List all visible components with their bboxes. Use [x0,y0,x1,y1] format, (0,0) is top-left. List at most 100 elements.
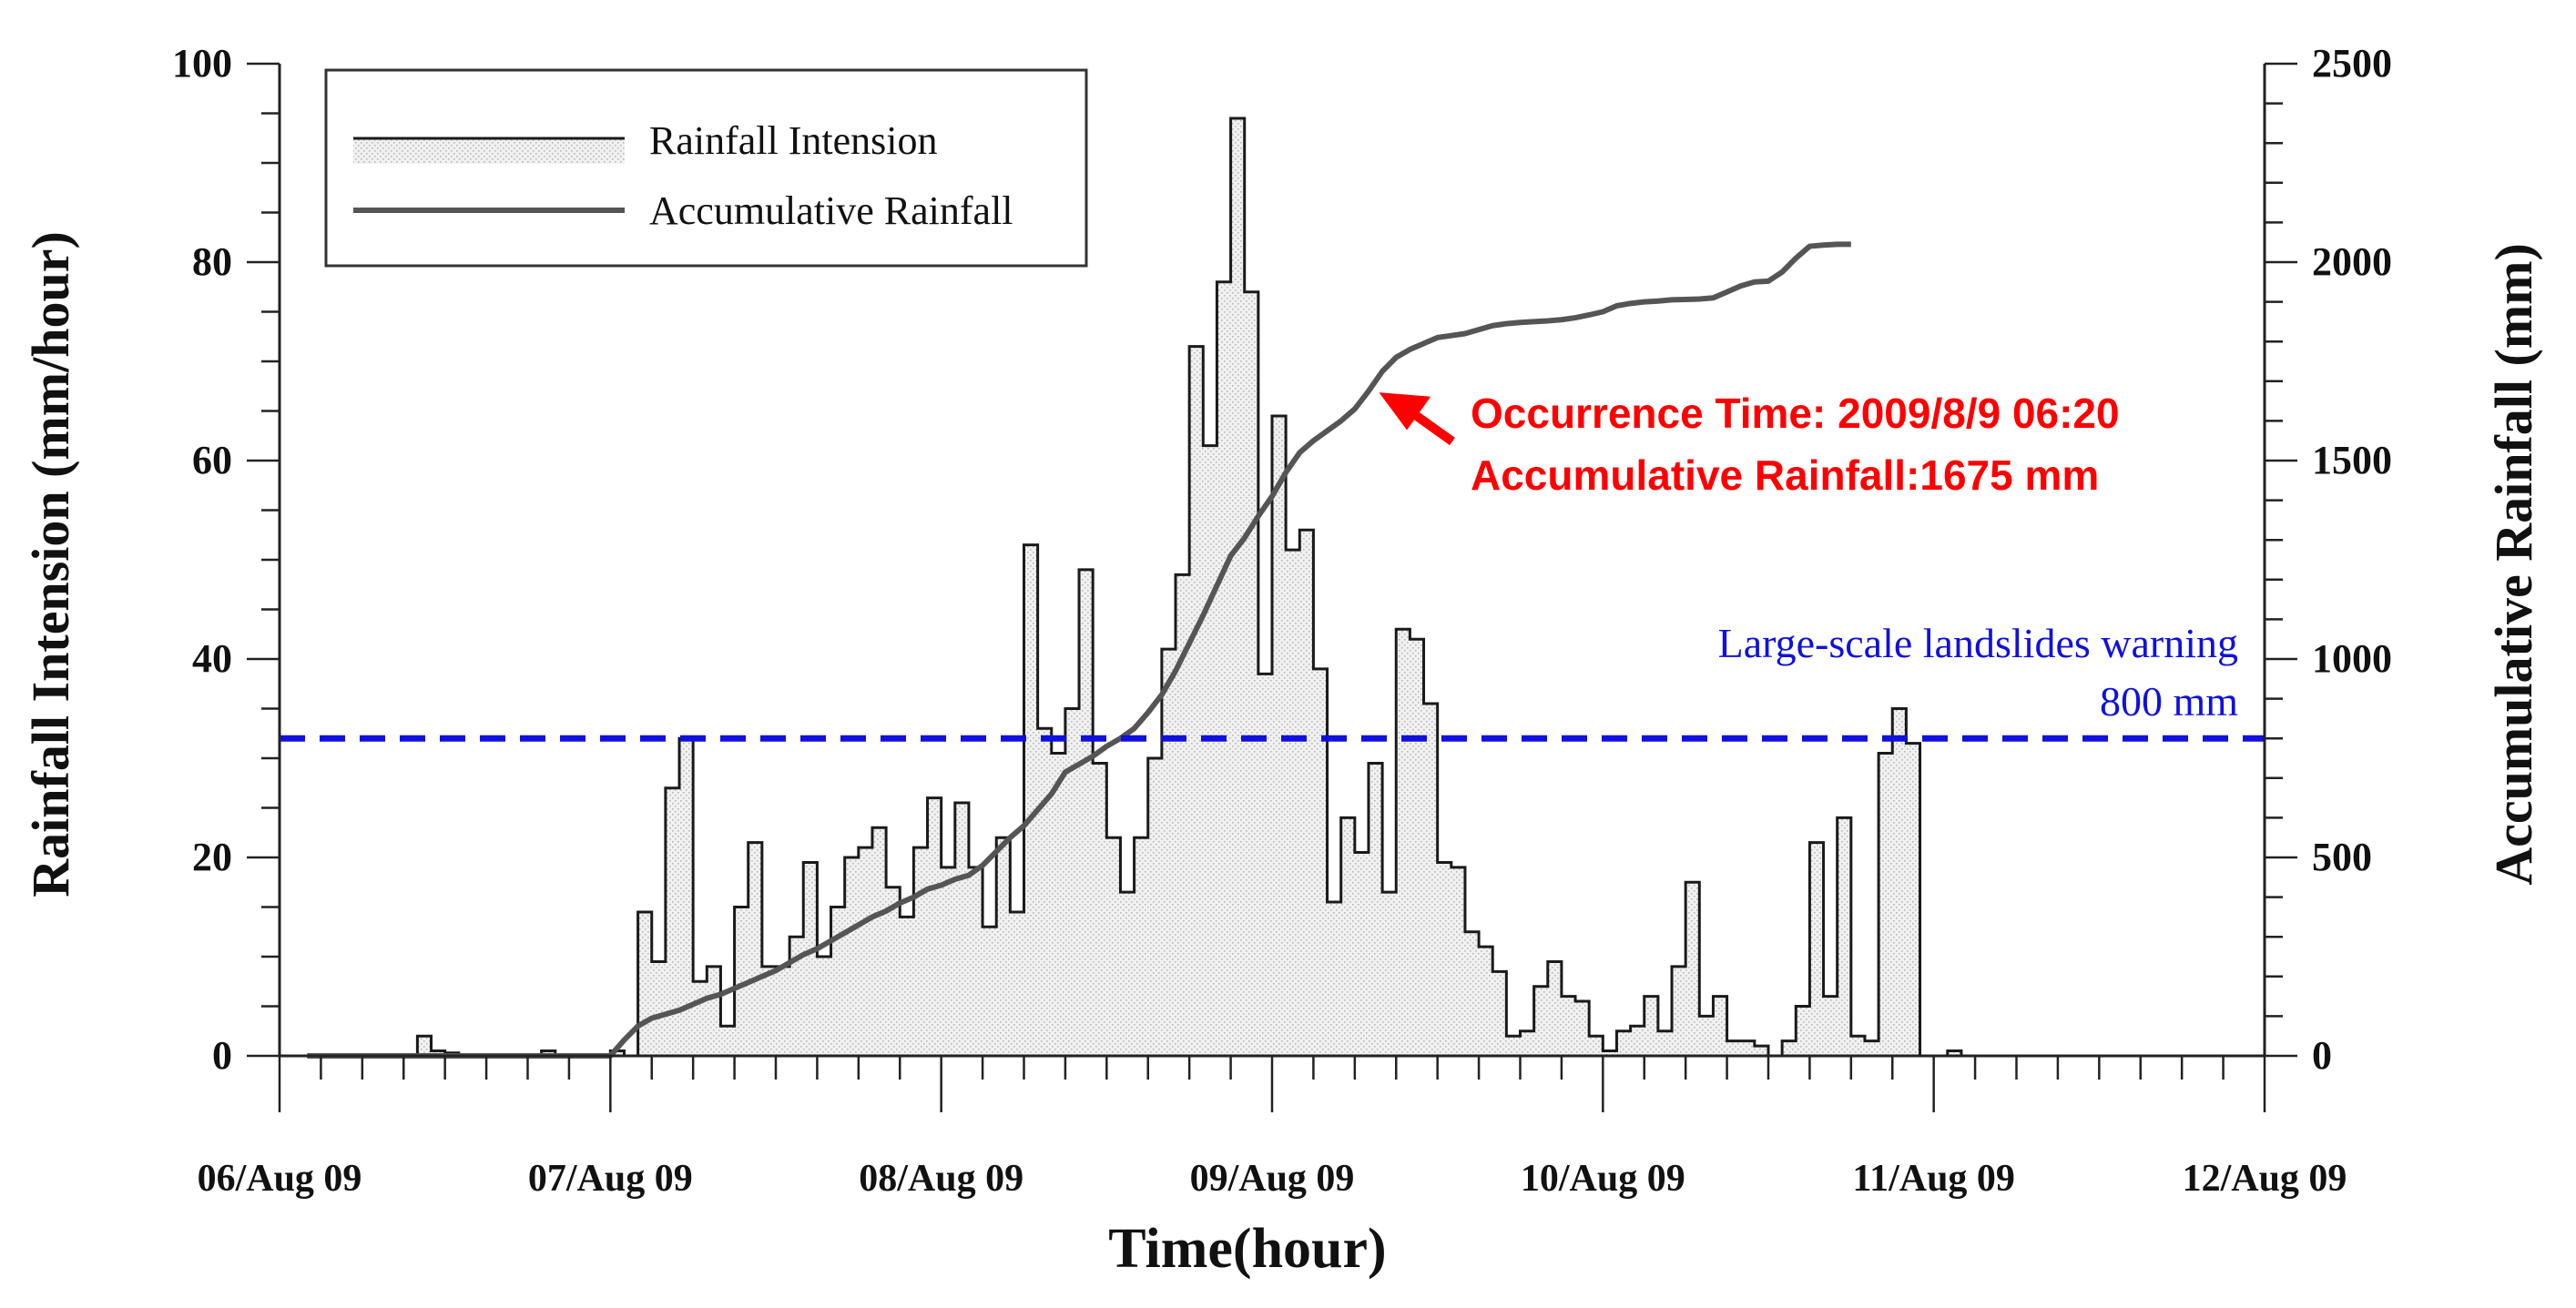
rainfall-bar [1726,1040,1741,1056]
rainfall-bar [1754,1046,1768,1056]
threshold-label-line1: Large-scale landslides warning [1718,620,2238,666]
rainfall-bar [1823,996,1838,1056]
rainfall-bar [927,797,942,1056]
rainfall-bar [1396,629,1410,1056]
rainfall-bar [1051,753,1065,1056]
rainfall-bar [637,911,652,1056]
y-right-tick-label: 2000 [2312,239,2392,284]
y-left-tick-label: 100 [172,41,232,86]
rainfall-bar [1437,862,1451,1056]
rainfall-bar [610,1050,625,1056]
y-left-tick-label: 40 [192,636,232,681]
rainfall-bar [844,857,859,1056]
x-tick-label: 12/Aug 09 [2183,1158,2347,1200]
rainfall-bar [1879,753,1893,1056]
rainfall-bar [817,957,831,1056]
rainfall-bar [983,927,997,1056]
rainfall-bar [1410,639,1424,1056]
rainfall-bar [1189,346,1204,1056]
rainfall-bar [693,981,708,1056]
rainfall-bar [1176,574,1190,1056]
rainfall-bar [1230,117,1245,1057]
rainfall-bar [996,837,1011,1056]
rainfall-bar [1272,415,1287,1056]
rainfall-bar [776,966,790,1056]
rainfall-bar [858,847,872,1056]
rainfall-bar [1451,867,1465,1056]
rainfall-bar [1106,837,1121,1056]
x-tick-label: 10/Aug 09 [1521,1158,1685,1200]
rainfall-bar [1520,1030,1534,1056]
occurrence-annotation: Occurrence Time: 2009/8/9 06:20 Accumula… [1379,390,2120,499]
rainfall-bar [1589,1036,1604,1056]
rainfall-bar [417,1036,432,1056]
y-right-tick-label: 500 [2312,835,2372,879]
legend-swatch-rainfall-intension [353,138,625,164]
rainfall-bar [1299,530,1314,1056]
rainfall-bar [748,842,762,1056]
rainfall-bar [1313,668,1328,1056]
rainfall-bar [1947,1050,1961,1056]
rainfall-bar [1120,892,1135,1056]
y-axis-right-title: Accumulative Rainfall (mm) [2484,243,2543,886]
rainfall-bar [900,917,914,1056]
y-left-tick-label: 80 [192,239,232,284]
rainfall-bar [1699,1016,1714,1056]
rainfall-bar [1368,763,1383,1056]
rainfall-bar [1382,892,1397,1056]
rainfall-bar [941,867,955,1056]
y-right-tick-label: 2500 [2312,41,2392,86]
rainfall-bar [1217,281,1231,1056]
rainfall-bar [720,1026,735,1056]
rainfall-bar [1023,544,1038,1056]
rainfall-bar [1850,1036,1865,1056]
rainfall-bar [803,862,818,1056]
rainfall-bar [1147,758,1162,1056]
y-left-tick-label: 0 [212,1033,232,1078]
x-tick-label: 07/Aug 09 [528,1158,693,1200]
rainfall-bar [1492,971,1507,1056]
rainfall-bar [1464,931,1480,1056]
rainfall-bar [1644,996,1658,1056]
rainfall-bar [1244,291,1258,1056]
rainfall-bar [913,847,928,1056]
rainfall-bar [1685,882,1700,1056]
annotation-occurrence-time: Occurrence Time: 2009/8/9 06:20 [1471,390,2120,437]
legend: Rainfall Intension Accumulative Rainfall [324,68,1088,268]
rainfall-bar [1782,1040,1797,1056]
y-axis-left-title: Rainfall Intension (mm/hour) [21,231,80,897]
rainfall-bar [1286,550,1300,1056]
y-left-tick-label: 60 [192,438,232,482]
rainfall-bar [1561,996,1576,1056]
rainfall-bar [665,787,680,1056]
rainfall-bar [651,961,666,1056]
rainfall-step-outline [307,117,1963,1058]
x-tick-label: 06/Aug 09 [198,1158,362,1200]
rainfall-bar [789,937,804,1056]
legend-box [324,68,1088,268]
rainfall-bar [1809,842,1824,1056]
rainfall-bar [1837,817,1851,1056]
legend-label-accumulative-rainfall: Accumulative Rainfall [649,188,1013,233]
rainfall-bar [1064,708,1080,1056]
legend-label-rainfall-intension: Rainfall Intension [649,118,938,163]
rainfall-bar [1161,649,1176,1056]
rainfall-bar [1010,911,1024,1056]
rainfall-bar [1740,1040,1755,1056]
rainfall-bar [734,907,748,1056]
rainfall-bar [1479,947,1493,1056]
threshold-label-line2: 800 mm [2100,678,2238,725]
rainfall-bar [954,803,969,1056]
x-axis-title: Time(hour) [1108,1218,1386,1280]
y-left-tick-label: 20 [192,835,232,879]
rainfall-bar [1672,966,1686,1056]
rainfall-bar [1713,996,1727,1056]
rainfall-bars [417,117,1961,1057]
rainfall-bar [1340,817,1355,1056]
rainfall-bar [1796,1006,1810,1056]
rainfall-bar [1892,708,1907,1056]
rainfall-bar [1506,1036,1521,1056]
rainfall-bar [1533,986,1548,1056]
